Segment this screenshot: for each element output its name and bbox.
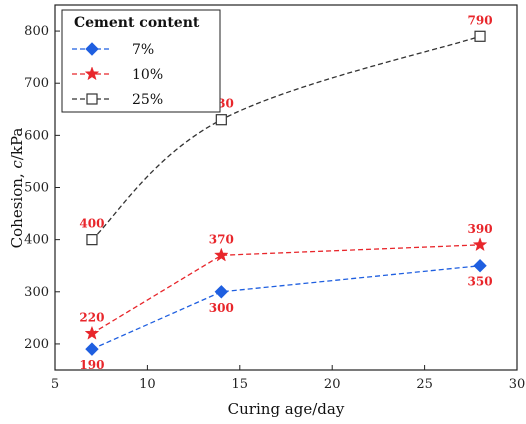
- y-axis-label-prefix: Cohesion,: [8, 169, 26, 249]
- diamond-marker: [214, 285, 229, 299]
- axis-ticks: 5 10 15 20 25 30 200 300 400 500 600 700 800: [24, 24, 525, 392]
- square-marker: [86, 93, 98, 105]
- y-tick-label: 400: [24, 233, 49, 248]
- legend: Cement content 7% 10% 25%: [61, 9, 221, 113]
- x-axis-label: Curing age/day: [228, 400, 345, 418]
- series-10: [84, 237, 488, 340]
- star-marker: [213, 247, 229, 262]
- y-tick-label: 600: [24, 128, 49, 143]
- y-axis-label-variable: c: [8, 160, 26, 169]
- data-label: 790: [468, 13, 493, 27]
- legend-item: 25%: [72, 92, 163, 108]
- series-layer: [84, 30, 488, 356]
- y-tick-label: 500: [24, 181, 49, 196]
- x-tick-label: 25: [416, 377, 433, 392]
- data-label: 370: [209, 232, 234, 246]
- legend-items: 7% 10% 25%: [72, 42, 163, 108]
- series-line: [91, 244, 481, 335]
- x-tick-label: 30: [509, 377, 526, 392]
- y-tick-label: 700: [24, 76, 49, 91]
- square-marker: [474, 30, 486, 42]
- legend-item: 7%: [72, 42, 154, 58]
- x-tick-label: 10: [139, 377, 156, 392]
- diamond-marker: [85, 342, 99, 356]
- x-tick-label: 5: [51, 377, 59, 392]
- x-tick-label: 15: [232, 377, 249, 392]
- data-label: 350: [468, 275, 493, 289]
- diamond-marker: [473, 259, 487, 273]
- series-line: [91, 35, 481, 241]
- square-marker: [215, 114, 227, 126]
- legend-item: 10%: [72, 66, 163, 83]
- legend-label: 25%: [132, 92, 163, 108]
- y-tick-label: 800: [24, 24, 49, 39]
- diamond-marker: [85, 42, 99, 56]
- data-label: 220: [79, 311, 104, 325]
- y-axis-label-unit: /kPa: [8, 128, 26, 161]
- star-marker: [84, 325, 100, 340]
- y-tick-label: 300: [24, 285, 49, 300]
- series-line: [91, 265, 481, 350]
- star-marker: [84, 66, 100, 81]
- legend-label: 10%: [132, 67, 163, 83]
- series-25: [86, 30, 486, 246]
- x-tick-label: 20: [324, 377, 341, 392]
- data-label: 300: [209, 301, 234, 315]
- square-marker: [86, 234, 98, 246]
- legend-title: Cement content: [74, 15, 200, 31]
- y-axis-label: Cohesion, c/kPa: [8, 128, 26, 249]
- y-tick-label: 200: [24, 337, 49, 352]
- legend-label: 7%: [132, 42, 154, 58]
- data-label: 190: [79, 358, 104, 372]
- data-label: 400: [79, 217, 104, 231]
- data-label: 390: [468, 222, 493, 236]
- star-marker: [472, 237, 488, 252]
- series-7: [85, 259, 487, 356]
